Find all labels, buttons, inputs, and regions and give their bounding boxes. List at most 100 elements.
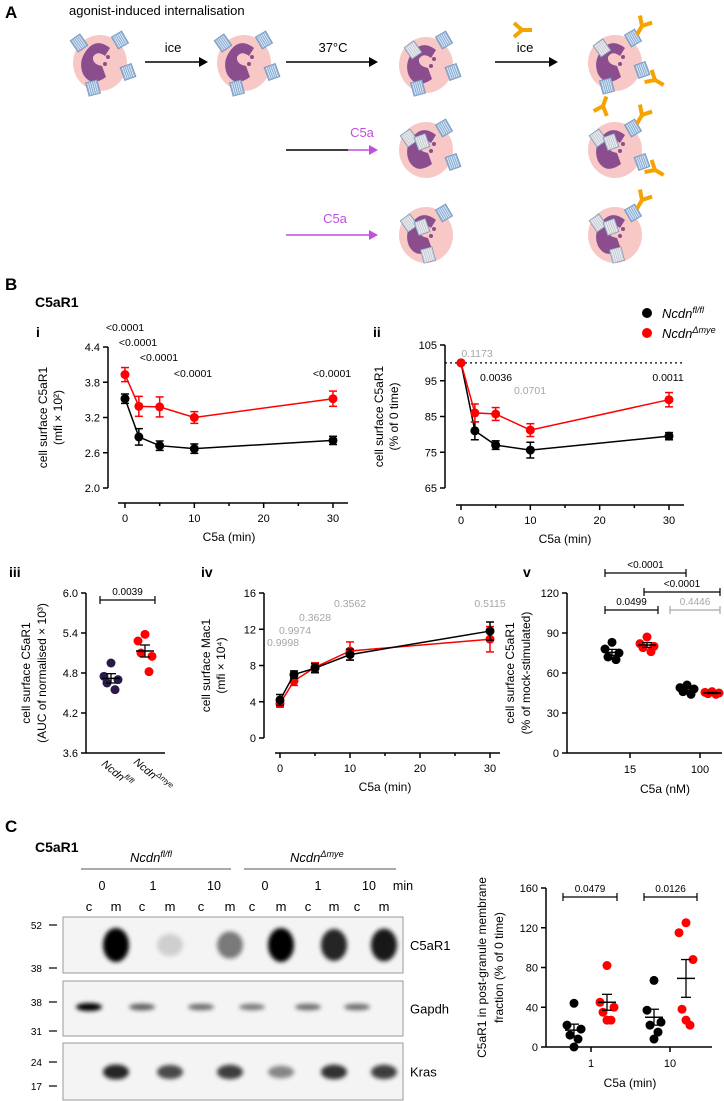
blot-protein-label: Kras [410,1065,437,1080]
surface-receptor-icon [434,203,454,223]
chart-i: i 2.0 2.6 3.2 3.8 4.4 cell surface C5aR1 (mfi ×… [36,322,351,544]
p-value-label: 0.9974 [279,625,311,637]
arrow-ice [145,57,208,67]
receptor-stripe [91,82,95,94]
neutrophil-cell-icon [399,30,462,97]
legend-label: Ncdnfl/fl [662,305,705,321]
granule-dot [429,149,433,153]
significance-bracket: 0.0039 [99,587,156,604]
protein-band [157,933,183,957]
protein-band [371,1064,397,1080]
receptor-stripe [440,34,448,46]
receptor-stripe [637,64,643,77]
arrow-c5a-early [286,230,378,240]
time-label: 10 [362,879,376,893]
mw-marker-label: 38 [31,998,43,1009]
antibody-shape [644,159,665,177]
x-axis-label: C5a (min) [203,530,256,544]
y-tick-label: 2.0 [85,483,100,495]
antibody-shape [635,15,653,36]
receptor-stripe [417,136,423,149]
data-point [120,394,130,404]
panel-label-v: v [523,564,531,580]
significance-bracket: <0.0001 [643,579,721,596]
antibody-icon [512,21,532,39]
y-axis-label-units: (% of 0 time) [387,382,401,450]
mw-marker-label: 38 [31,964,43,975]
receptor-stripe [603,80,607,93]
data-point [664,395,674,405]
granule-dot [429,64,433,68]
receptor-stripe [595,45,603,56]
antibody-icon [592,95,609,117]
neutrophil-cell-icon [399,118,462,178]
data-point [602,1015,612,1025]
x-tick-label: 30 [327,513,339,525]
neutrophil-cell-icon [399,203,454,264]
protein-band [295,1003,321,1011]
data-point [611,655,621,665]
p-value-label: <0.0001 [106,322,144,334]
data-point [289,670,299,680]
y-tick-label: 160 [520,883,538,895]
receptor-stripe [635,157,641,170]
receptor-stripe [617,248,621,261]
receptor-stripe [402,135,410,146]
time-label: 0 [262,879,269,893]
receptor-stripe [628,123,635,135]
y-tick-label: 0 [553,748,559,760]
panel-label-i: i [36,324,40,340]
data-point [649,975,659,985]
receptor-stripe [612,219,618,232]
surface-receptor-icon [254,30,274,50]
receptor-stripe [612,134,618,147]
receptor-stripe [450,66,456,78]
x-tick-label: 20 [594,515,606,527]
arrow-head [549,57,558,67]
receptor-stripe [73,39,82,50]
data-point [133,636,143,646]
receptor-stripe [72,40,80,51]
data-point [525,425,535,435]
y-tick-label: 75 [425,447,437,459]
panel-c-title: C5aR1 [35,839,79,855]
receptor-stripe [239,81,243,93]
receptor-stripe [405,132,413,144]
receptor-stripe [407,46,416,57]
neutrophil-cell-icon [213,30,281,97]
internalised-receptor-icon [399,128,419,148]
surface-receptor-icon [599,77,615,95]
x-tick-label: 20 [258,513,270,525]
y-axis-label-units: (mfi × 10²) [51,390,65,445]
protein-band [321,929,347,961]
legend-label: NcdnΔmye [662,325,716,341]
y-axis-label: cell surface C5aR1 [36,366,50,468]
x-tick-label: 0 [277,763,283,775]
receptor-stripe [633,120,640,132]
p-value-label: 0.0011 [652,372,683,384]
y-tick-label: 105 [419,340,437,352]
data-point [189,444,199,454]
genotype-label-dmye: NcdnΔmye [290,849,344,865]
panel-label-c: C [5,817,17,836]
significance-bracket: 0.0479 [562,884,618,901]
p-value-label: 0.5115 [474,598,505,610]
receptor-stripe [639,156,645,168]
receptor-stripe [444,120,451,132]
receptor-stripe [437,36,444,48]
receptor-stripe [633,205,640,217]
granule-dot [618,62,622,66]
receptor-stripe [626,124,633,136]
receptor-stripe [259,35,266,47]
chart-C: 0 40 80 120 160 C5aR1 in post-granule membran… [475,877,712,1090]
neutrophil-cell-icon [588,15,665,117]
data-point [328,435,338,445]
receptor-stripe [592,219,601,230]
receptor-stripe [419,221,425,233]
fraction-label: m [329,899,340,914]
receptor-stripe [269,66,275,78]
surface-receptor-icon [444,152,462,172]
genotype-superscript: Δmye [319,849,343,859]
receptor-stripe [423,219,429,232]
